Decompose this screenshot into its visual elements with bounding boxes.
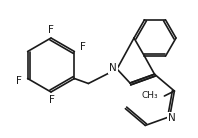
Text: CH₃: CH₃ bbox=[142, 91, 158, 100]
Text: N: N bbox=[109, 63, 117, 73]
Text: F: F bbox=[80, 43, 86, 52]
Text: F: F bbox=[49, 95, 55, 105]
Text: F: F bbox=[48, 25, 54, 35]
Text: N: N bbox=[168, 113, 176, 123]
Text: F: F bbox=[16, 75, 22, 86]
